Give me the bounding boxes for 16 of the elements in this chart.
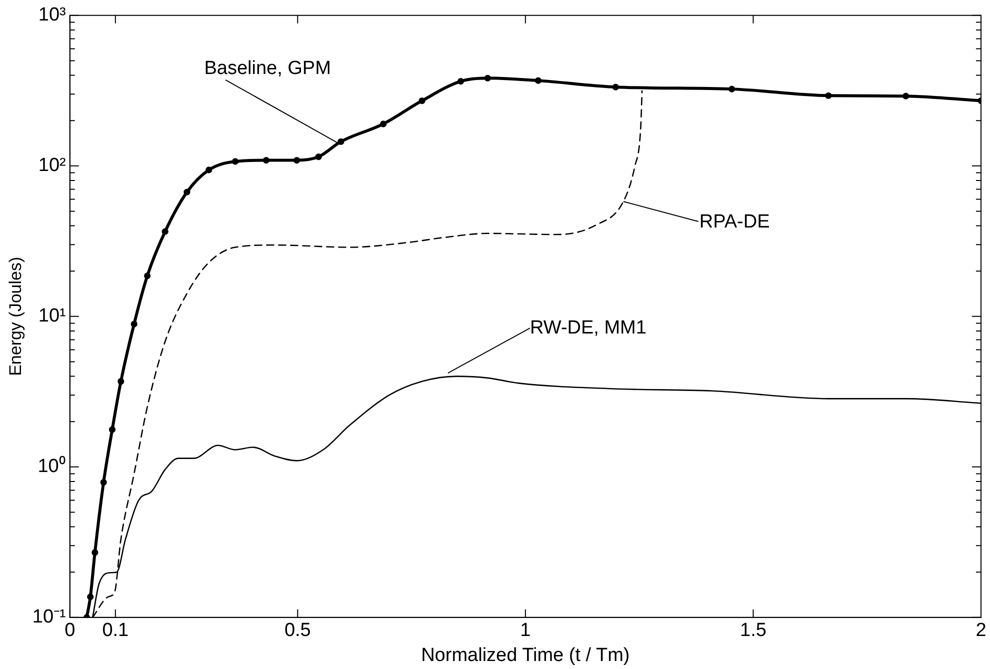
y-tick-label: 10¹ [38,306,66,327]
annotation: RPA-DE [699,212,770,233]
x-tick-label: 1.5 [740,620,766,642]
x-axis-title: Normalized Time (t / Tm) [421,644,630,666]
y-tick-label: 10⁻¹ [32,606,66,628]
x-tick-label: 1 [520,620,531,642]
y-tick-label: 10³ [38,4,66,26]
x-tick-label: 0 [64,620,76,642]
x-tick-label: 2 [976,620,986,642]
annotation: RW-DE, MM1 [530,317,646,338]
y-tick-label: 10² [38,155,66,176]
y-tick-label: 10⁰ [38,455,66,478]
x-tick-label: 0.5 [284,620,311,642]
x-tick-label: 0.1 [102,620,129,642]
annotation: Baseline, GPM [204,58,331,80]
y-axis-title: Energy (Joules) [6,256,25,376]
